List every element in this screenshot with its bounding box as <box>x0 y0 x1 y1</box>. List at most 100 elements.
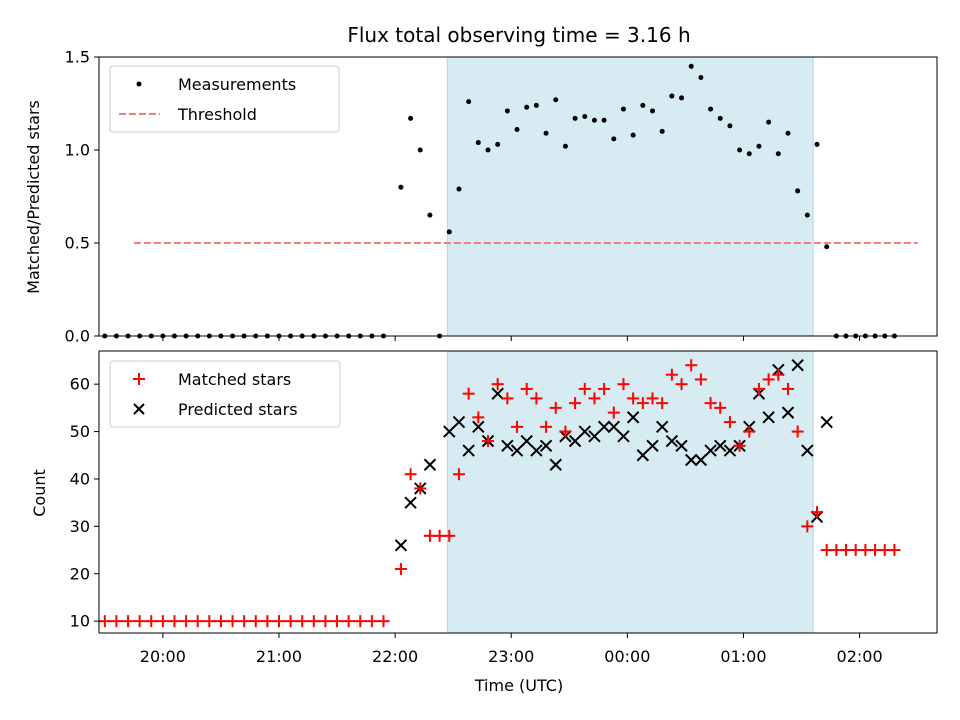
matched-star-point <box>723 416 736 429</box>
measurement-point <box>727 123 733 129</box>
legend-label-predicted: Predicted stars <box>178 400 298 419</box>
matched-star-point <box>203 615 216 628</box>
matched-star-point <box>180 615 193 628</box>
measurement-point <box>785 130 791 136</box>
measurement-point <box>408 115 414 121</box>
matched-star-point <box>501 392 514 405</box>
y-tick-label: 30 <box>70 517 90 536</box>
matched-star-point <box>627 392 640 405</box>
matched-star-point <box>694 373 707 386</box>
matched-star-point <box>733 439 746 452</box>
matched-star-point <box>540 420 553 433</box>
predicted-star-point <box>636 449 650 462</box>
matched-star-point <box>588 392 601 405</box>
matched-star-point <box>261 615 274 628</box>
measurement-point <box>669 93 675 99</box>
measurement-point <box>466 99 472 105</box>
matched-star-point <box>569 397 582 410</box>
measurement-point <box>572 115 578 121</box>
bottom-y-axis-label: Count <box>30 469 49 517</box>
y-tick-label: 10 <box>70 612 90 631</box>
x-tick-label: 20:00 <box>140 647 186 666</box>
matched-star-point <box>791 425 804 438</box>
matched-star-point <box>646 392 659 405</box>
legend-x-marker <box>133 403 145 415</box>
matched-star-point <box>482 435 495 448</box>
measurement-point <box>756 143 762 149</box>
predicted-star-point <box>491 387 504 400</box>
measurement-point <box>640 102 646 108</box>
predicted-star-point <box>704 444 717 457</box>
matched-star-point <box>472 411 485 424</box>
y-tick-label: 0.0 <box>65 327 90 346</box>
x-tick-label: 23:00 <box>488 647 534 666</box>
y-tick-label: 20 <box>70 564 90 583</box>
matched-star-point <box>714 401 727 414</box>
predicted-star-point <box>655 420 669 434</box>
measurement-point <box>746 151 752 157</box>
measurement-point <box>582 114 588 120</box>
measurement-point <box>804 212 810 218</box>
predicted-star-point <box>723 444 737 457</box>
predicted-star-point <box>685 453 698 467</box>
matched-star-point <box>214 615 227 628</box>
predicted-star-point <box>539 439 553 452</box>
bottom-legend: Matched stars Predicted stars <box>109 360 341 428</box>
bottom-x-ticks: 20:00 21:00 22:00 23:00 00:00 01:00 02:00 <box>140 633 883 666</box>
matched-star-point <box>549 401 562 414</box>
measurement-point <box>504 108 510 114</box>
top-axes-frame <box>98 56 938 337</box>
top-panel: 0.0 0.5 1.0 1.5 Matched/Predicted stars Mea… <box>24 48 938 346</box>
matched-star-point <box>704 397 717 410</box>
measurement-point <box>475 140 481 146</box>
measurement-point <box>679 95 685 101</box>
predicted-star-point <box>452 415 466 429</box>
measurement-point <box>427 212 433 218</box>
matched-star-point <box>394 563 407 576</box>
x-tick-label: 00:00 <box>604 647 650 666</box>
matched-star-point <box>284 615 297 628</box>
bottom-panel: 10 20 30 40 50 60 20:00 21:00 22:00 23:00 00:00 01… <box>30 350 938 695</box>
predicted-star-point <box>510 444 524 457</box>
top-y-axis-label: Matched/Predicted stars <box>24 100 43 294</box>
matched-star-point <box>578 382 591 395</box>
predicted-star-point <box>568 434 582 448</box>
matched-star-point <box>296 615 309 628</box>
measurement-point <box>446 229 452 235</box>
predicted-star-point <box>588 430 601 443</box>
top-legend: Measurements Threshold <box>109 65 340 133</box>
matched-star-point <box>443 529 456 542</box>
matched-star-point <box>272 615 285 628</box>
predicted-star-point <box>665 434 679 448</box>
matched-star-point <box>636 397 649 410</box>
matched-star-point <box>462 387 475 400</box>
matched-star-point <box>249 615 262 628</box>
matched-star-point <box>156 615 169 628</box>
predicted-star-point <box>530 444 543 457</box>
matched-star-point <box>377 615 390 628</box>
predicted-star-point <box>820 415 833 429</box>
predicted-star-point <box>597 420 611 434</box>
measurement-point <box>524 104 530 110</box>
bottom-axes-frame <box>98 350 938 634</box>
matched-star-point <box>452 468 465 481</box>
matched-star-point <box>752 382 765 395</box>
predicted-star-point <box>646 439 659 452</box>
predicted-star-point <box>443 425 456 438</box>
legend-dot-marker <box>136 81 142 87</box>
predicted-star-point <box>394 539 408 552</box>
measurement-point <box>514 127 520 133</box>
matched-star-point <box>191 615 204 628</box>
legend-label-matched: Matched stars <box>178 370 291 389</box>
predicted-star-point <box>762 411 775 424</box>
matched-star-point <box>307 615 320 628</box>
x-tick-label: 02:00 <box>837 647 883 666</box>
top-y-ticks: 0.0 0.5 1.0 1.5 <box>65 48 99 346</box>
measurement-point <box>650 108 656 114</box>
predicted-star-point <box>801 444 814 457</box>
x-tick-label: 01:00 <box>720 647 766 666</box>
predicted-star-point <box>404 496 417 509</box>
measurement-point <box>717 115 723 121</box>
measurement-point <box>417 147 423 153</box>
predicted-star-point <box>501 439 514 452</box>
